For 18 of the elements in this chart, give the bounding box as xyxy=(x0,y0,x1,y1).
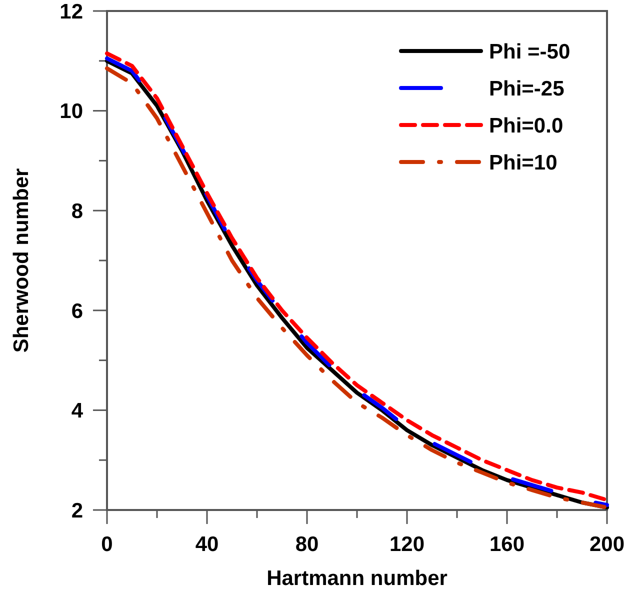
x-tick-label: 40 xyxy=(195,533,219,556)
legend-label: Phi=0.0 xyxy=(489,114,564,138)
y-tick-label: 8 xyxy=(71,200,84,223)
y-tick-label: 12 xyxy=(60,0,83,24)
y-axis-title: Sherwood number xyxy=(10,168,33,353)
x-tick-label: 120 xyxy=(389,533,425,556)
x-tick-label: 160 xyxy=(489,533,525,556)
y-tick-label: 4 xyxy=(71,400,84,423)
y-tick-label: 10 xyxy=(60,100,83,124)
x-tick-label: 0 xyxy=(101,533,113,556)
legend-label: Phi=10 xyxy=(489,151,558,174)
y-tick-label: 6 xyxy=(71,300,83,323)
legend-label: Phi =-50 xyxy=(489,40,570,64)
y-tick-label: 2 xyxy=(71,499,83,522)
x-tick-label: 80 xyxy=(295,533,319,556)
x-tick-label: 200 xyxy=(589,533,625,556)
x-axis-title: Hartmann number xyxy=(266,567,448,590)
legend-label: Phi=-25 xyxy=(489,77,565,100)
